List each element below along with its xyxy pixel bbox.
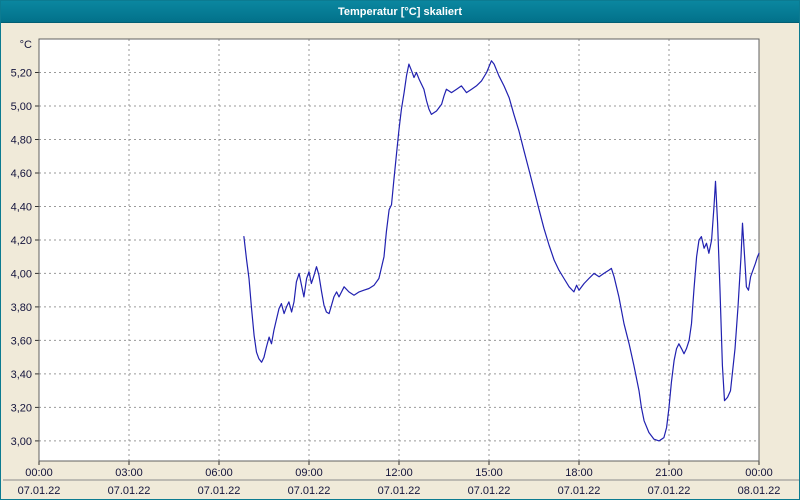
x-tick-time-label: 00:00	[25, 467, 53, 479]
window-titlebar: Temperatur [°C] skaliert	[1, 1, 799, 23]
x-tick-date-label: 07.01.22	[648, 485, 691, 497]
y-tick-label: 5,20	[11, 68, 32, 80]
y-tick-label: 4,60	[11, 168, 32, 180]
x-tick-date-label: 07.01.22	[288, 485, 331, 497]
x-tick-time-label: 21:00	[655, 467, 683, 479]
y-tick-label: 4,20	[11, 235, 32, 247]
y-tick-label: 4,80	[11, 135, 32, 147]
temperature-line	[243, 60, 760, 442]
x-tick-date-label: 07.01.22	[18, 485, 61, 497]
y-tick-label: 4,40	[11, 202, 32, 214]
y-tick-label: 4,00	[11, 268, 32, 280]
x-tick-date-label: 07.01.22	[558, 485, 601, 497]
x-tick-time-label: 15:00	[475, 467, 503, 479]
x-tick-date-label: 08.01.22	[738, 485, 781, 497]
plot-frame	[38, 38, 760, 462]
x-tick-date-label: 07.01.22	[468, 485, 511, 497]
y-tick-label: 3,60	[11, 335, 32, 347]
y-tick-label: 3,40	[11, 369, 32, 381]
x-tick-date-label: 07.01.22	[378, 485, 421, 497]
y-tick-label: 3,20	[11, 402, 32, 414]
x-tick-time-label: 03:00	[115, 467, 143, 479]
y-tick-label: 3,80	[11, 302, 32, 314]
y-tick-label: 5,00	[11, 101, 32, 113]
x-tick-time-label: 00:00	[745, 467, 773, 479]
x-tick-time-label: 09:00	[295, 467, 323, 479]
x-tick-time-label: 12:00	[385, 467, 413, 479]
x-tick-date-label: 07.01.22	[108, 485, 151, 497]
x-tick-time-label: 18:00	[565, 467, 593, 479]
chart-surface: 3,00 3,20 3,40 3,60 3,80 4,00 4,20 4,40 4,60 4,80…	[1, 23, 799, 499]
x-tick-date-label: 07.01.22	[198, 485, 241, 497]
window-title: Temperatur [°C] skaliert	[337, 5, 462, 18]
y-tick-label: 3,00	[11, 436, 32, 448]
y-axis-unit-label: °C	[20, 39, 32, 51]
temperature-chart: 3,00 3,20 3,40 3,60 3,80 4,00 4,20 4,40 4,60 4,80…	[3, 38, 799, 497]
x-tick-time-label: 06:00	[205, 467, 233, 479]
